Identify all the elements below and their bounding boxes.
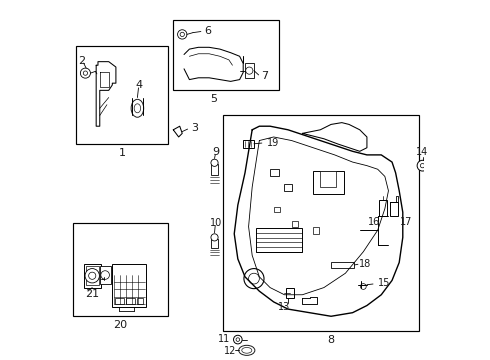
Circle shape xyxy=(180,32,184,37)
Circle shape xyxy=(361,284,366,289)
Text: 1: 1 xyxy=(119,148,125,158)
Text: 3: 3 xyxy=(191,123,198,133)
Circle shape xyxy=(248,273,259,284)
Text: 5: 5 xyxy=(210,94,217,104)
Bar xyxy=(313,226,318,234)
Bar xyxy=(320,171,337,187)
Text: 16: 16 xyxy=(368,217,380,227)
Text: 11: 11 xyxy=(219,334,231,344)
Bar xyxy=(286,288,294,298)
Circle shape xyxy=(177,30,187,39)
Circle shape xyxy=(236,338,240,341)
Text: 20: 20 xyxy=(113,320,127,330)
Ellipse shape xyxy=(242,347,252,353)
Circle shape xyxy=(417,160,428,171)
Circle shape xyxy=(234,335,242,344)
Bar xyxy=(285,184,293,191)
Bar xyxy=(137,298,143,305)
Text: 4: 4 xyxy=(136,80,143,90)
Bar xyxy=(211,164,218,175)
Bar xyxy=(379,200,388,216)
Ellipse shape xyxy=(239,345,255,355)
Text: 9: 9 xyxy=(213,147,220,157)
Bar xyxy=(313,171,343,194)
Bar xyxy=(274,207,280,212)
Bar xyxy=(331,262,354,268)
Text: 15: 15 xyxy=(378,278,390,288)
Circle shape xyxy=(85,269,99,283)
Bar xyxy=(292,221,298,226)
Bar xyxy=(173,21,279,90)
Bar xyxy=(115,298,124,305)
Circle shape xyxy=(101,271,109,279)
Bar xyxy=(100,266,111,284)
Text: 7: 7 xyxy=(261,71,268,81)
Ellipse shape xyxy=(134,104,141,113)
Bar xyxy=(76,45,168,144)
Bar xyxy=(245,63,254,78)
Bar xyxy=(223,116,419,330)
Text: 2: 2 xyxy=(78,55,85,66)
Text: 21: 21 xyxy=(85,289,99,299)
Bar xyxy=(270,169,279,176)
Bar xyxy=(112,264,147,307)
Text: 18: 18 xyxy=(359,259,371,269)
Circle shape xyxy=(211,234,218,241)
Bar xyxy=(86,266,98,285)
Bar xyxy=(84,264,101,288)
Text: 19: 19 xyxy=(267,138,279,148)
Circle shape xyxy=(420,163,425,168)
Bar xyxy=(211,239,218,248)
Text: 8: 8 xyxy=(327,334,335,345)
Circle shape xyxy=(80,68,91,78)
Bar xyxy=(390,202,398,216)
Circle shape xyxy=(245,67,253,74)
Bar xyxy=(243,140,254,148)
Bar xyxy=(126,298,135,305)
Text: 12: 12 xyxy=(223,346,236,356)
Bar xyxy=(73,223,168,316)
Text: 10: 10 xyxy=(210,218,222,228)
Text: 6: 6 xyxy=(204,26,211,36)
Bar xyxy=(256,228,302,252)
Ellipse shape xyxy=(131,99,144,117)
Text: 14: 14 xyxy=(416,147,429,157)
Circle shape xyxy=(89,272,96,279)
Circle shape xyxy=(83,71,88,75)
Text: 17: 17 xyxy=(400,217,413,227)
Circle shape xyxy=(244,269,264,289)
Circle shape xyxy=(211,159,218,166)
Text: 13: 13 xyxy=(278,302,291,312)
